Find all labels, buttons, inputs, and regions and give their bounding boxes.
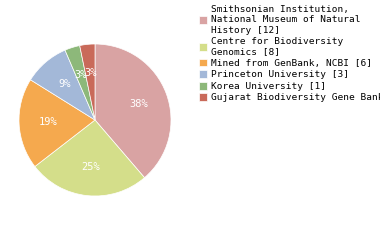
Text: 3%: 3% — [84, 68, 97, 78]
Wedge shape — [19, 80, 95, 167]
Text: 9%: 9% — [58, 79, 71, 89]
Wedge shape — [30, 50, 95, 120]
Wedge shape — [35, 120, 144, 196]
Wedge shape — [80, 44, 95, 120]
Legend: Smithsonian Institution,
National Museum of Natural
History [12], Centre for Bio: Smithsonian Institution, National Museum… — [198, 5, 380, 102]
Text: 38%: 38% — [130, 99, 149, 109]
Text: 25%: 25% — [81, 162, 100, 172]
Wedge shape — [95, 44, 171, 178]
Wedge shape — [65, 46, 95, 120]
Text: 19%: 19% — [38, 117, 57, 127]
Text: 3%: 3% — [74, 70, 87, 80]
